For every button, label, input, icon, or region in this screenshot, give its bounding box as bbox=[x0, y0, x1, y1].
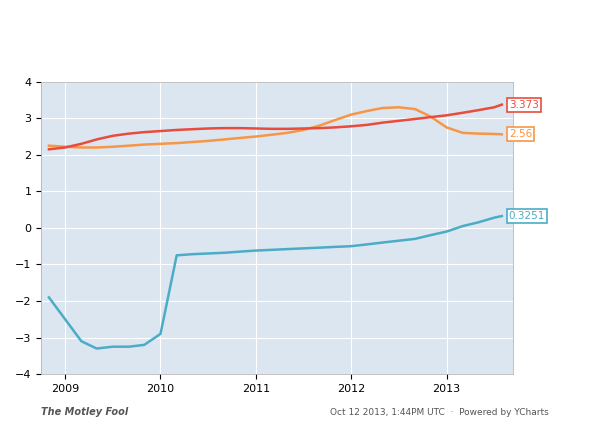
Text: 3.373: 3.373 bbox=[509, 100, 539, 110]
Text: 0.3251: 0.3251 bbox=[509, 211, 545, 221]
Text: The Motley Fool: The Motley Fool bbox=[41, 407, 129, 417]
Text: 2.56: 2.56 bbox=[509, 129, 532, 139]
Legend: Rite Aid EPS Diluted TTM, Walgreens EPS Diluted TTM, CVS Caremark EPS Diluted TT: Rite Aid EPS Diluted TTM, Walgreens EPS … bbox=[42, 0, 235, 4]
Text: Oct 12 2013, 1:44PM UTC  ·  Powered by YCharts: Oct 12 2013, 1:44PM UTC · Powered by YCh… bbox=[330, 408, 549, 417]
